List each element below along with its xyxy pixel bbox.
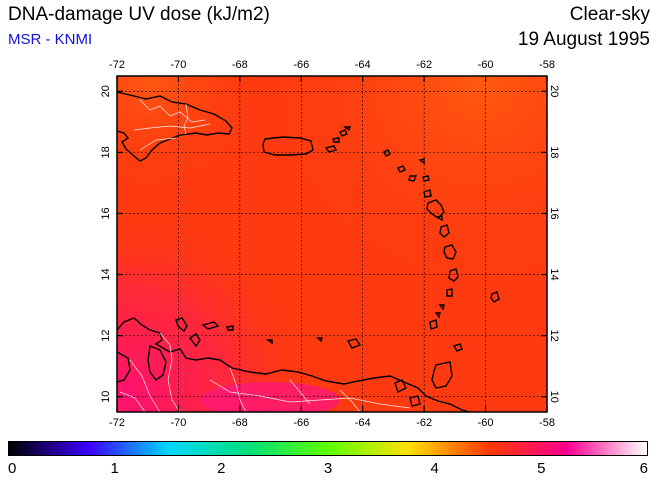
- color-scale-label: 0: [8, 460, 17, 477]
- color-scale-bar: [8, 441, 648, 456]
- uv-field: [117, 76, 547, 412]
- map-frame: [116, 75, 548, 413]
- lat-label-left: 12: [100, 330, 112, 342]
- lon-label-top: -64: [355, 59, 371, 71]
- color-scale-label: 6: [639, 460, 648, 477]
- lon-label-bottom: -60: [478, 417, 494, 429]
- data-source-label: MSR - KNMI: [8, 31, 93, 48]
- lon-label-top: -60: [478, 59, 494, 71]
- lon-label-bottom: -66: [293, 417, 309, 429]
- lon-label-bottom: -72: [109, 417, 125, 429]
- lon-label-top: -70: [170, 59, 186, 71]
- lat-label-left: 18: [100, 146, 112, 158]
- latitude-labels-left: 20 18 16 14 12 10: [100, 85, 112, 403]
- lat-label-right: 14: [548, 268, 560, 280]
- lat-label-right: 20: [548, 85, 560, 97]
- lon-label-bottom: -68: [232, 417, 248, 429]
- lon-label-top: -68: [232, 59, 248, 71]
- latitude-labels-right: 20 18 16 14 12 10: [548, 85, 560, 403]
- lat-label-left: 20: [100, 85, 112, 97]
- lon-label-top: -62: [416, 59, 432, 71]
- longitude-labels-bottom: -72 -70 -68 -66 -64 -62 -60 -58: [109, 417, 555, 429]
- longitude-labels-top: -72 -70 -68 -66 -64 -62 -60 -58: [109, 59, 555, 71]
- lat-label-right: 16: [548, 207, 560, 219]
- uv-dose-map: -72 -70 -68 -66 -64 -62 -60 -58 -72 -70 -68 -66 -64…: [100, 59, 560, 429]
- color-scale-label: 1: [110, 460, 119, 477]
- color-scale-label: 4: [430, 460, 439, 477]
- lon-label-top: -72: [109, 59, 125, 71]
- map-title: DNA-damage UV dose (kJ/m2): [8, 4, 270, 25]
- lat-label-right: 18: [548, 146, 560, 158]
- lon-label-top: -58: [539, 59, 555, 71]
- sky-condition-label: Clear-sky: [569, 4, 650, 25]
- lat-label-left: 14: [100, 268, 112, 280]
- lon-label-top: -66: [293, 59, 309, 71]
- axis-ticks: [116, 76, 548, 412]
- lat-label-left: 10: [100, 391, 112, 403]
- coastlines: [117, 91, 500, 412]
- lon-label-bottom: -58: [539, 417, 555, 429]
- lon-label-bottom: -70: [170, 417, 186, 429]
- date-label: 19 August 1995: [517, 29, 650, 50]
- lon-label-bottom: -64: [355, 417, 371, 429]
- lat-lon-grid: [117, 76, 547, 412]
- lat-label-right: 12: [548, 330, 560, 342]
- color-scale-label: 5: [537, 460, 546, 477]
- color-scale-label: 3: [323, 460, 333, 477]
- lon-label-bottom: -62: [416, 417, 432, 429]
- color-scale-label: 2: [217, 460, 226, 477]
- lat-label-right: 10: [548, 391, 560, 403]
- lat-label-left: 16: [100, 207, 112, 219]
- country-borders: [119, 99, 411, 412]
